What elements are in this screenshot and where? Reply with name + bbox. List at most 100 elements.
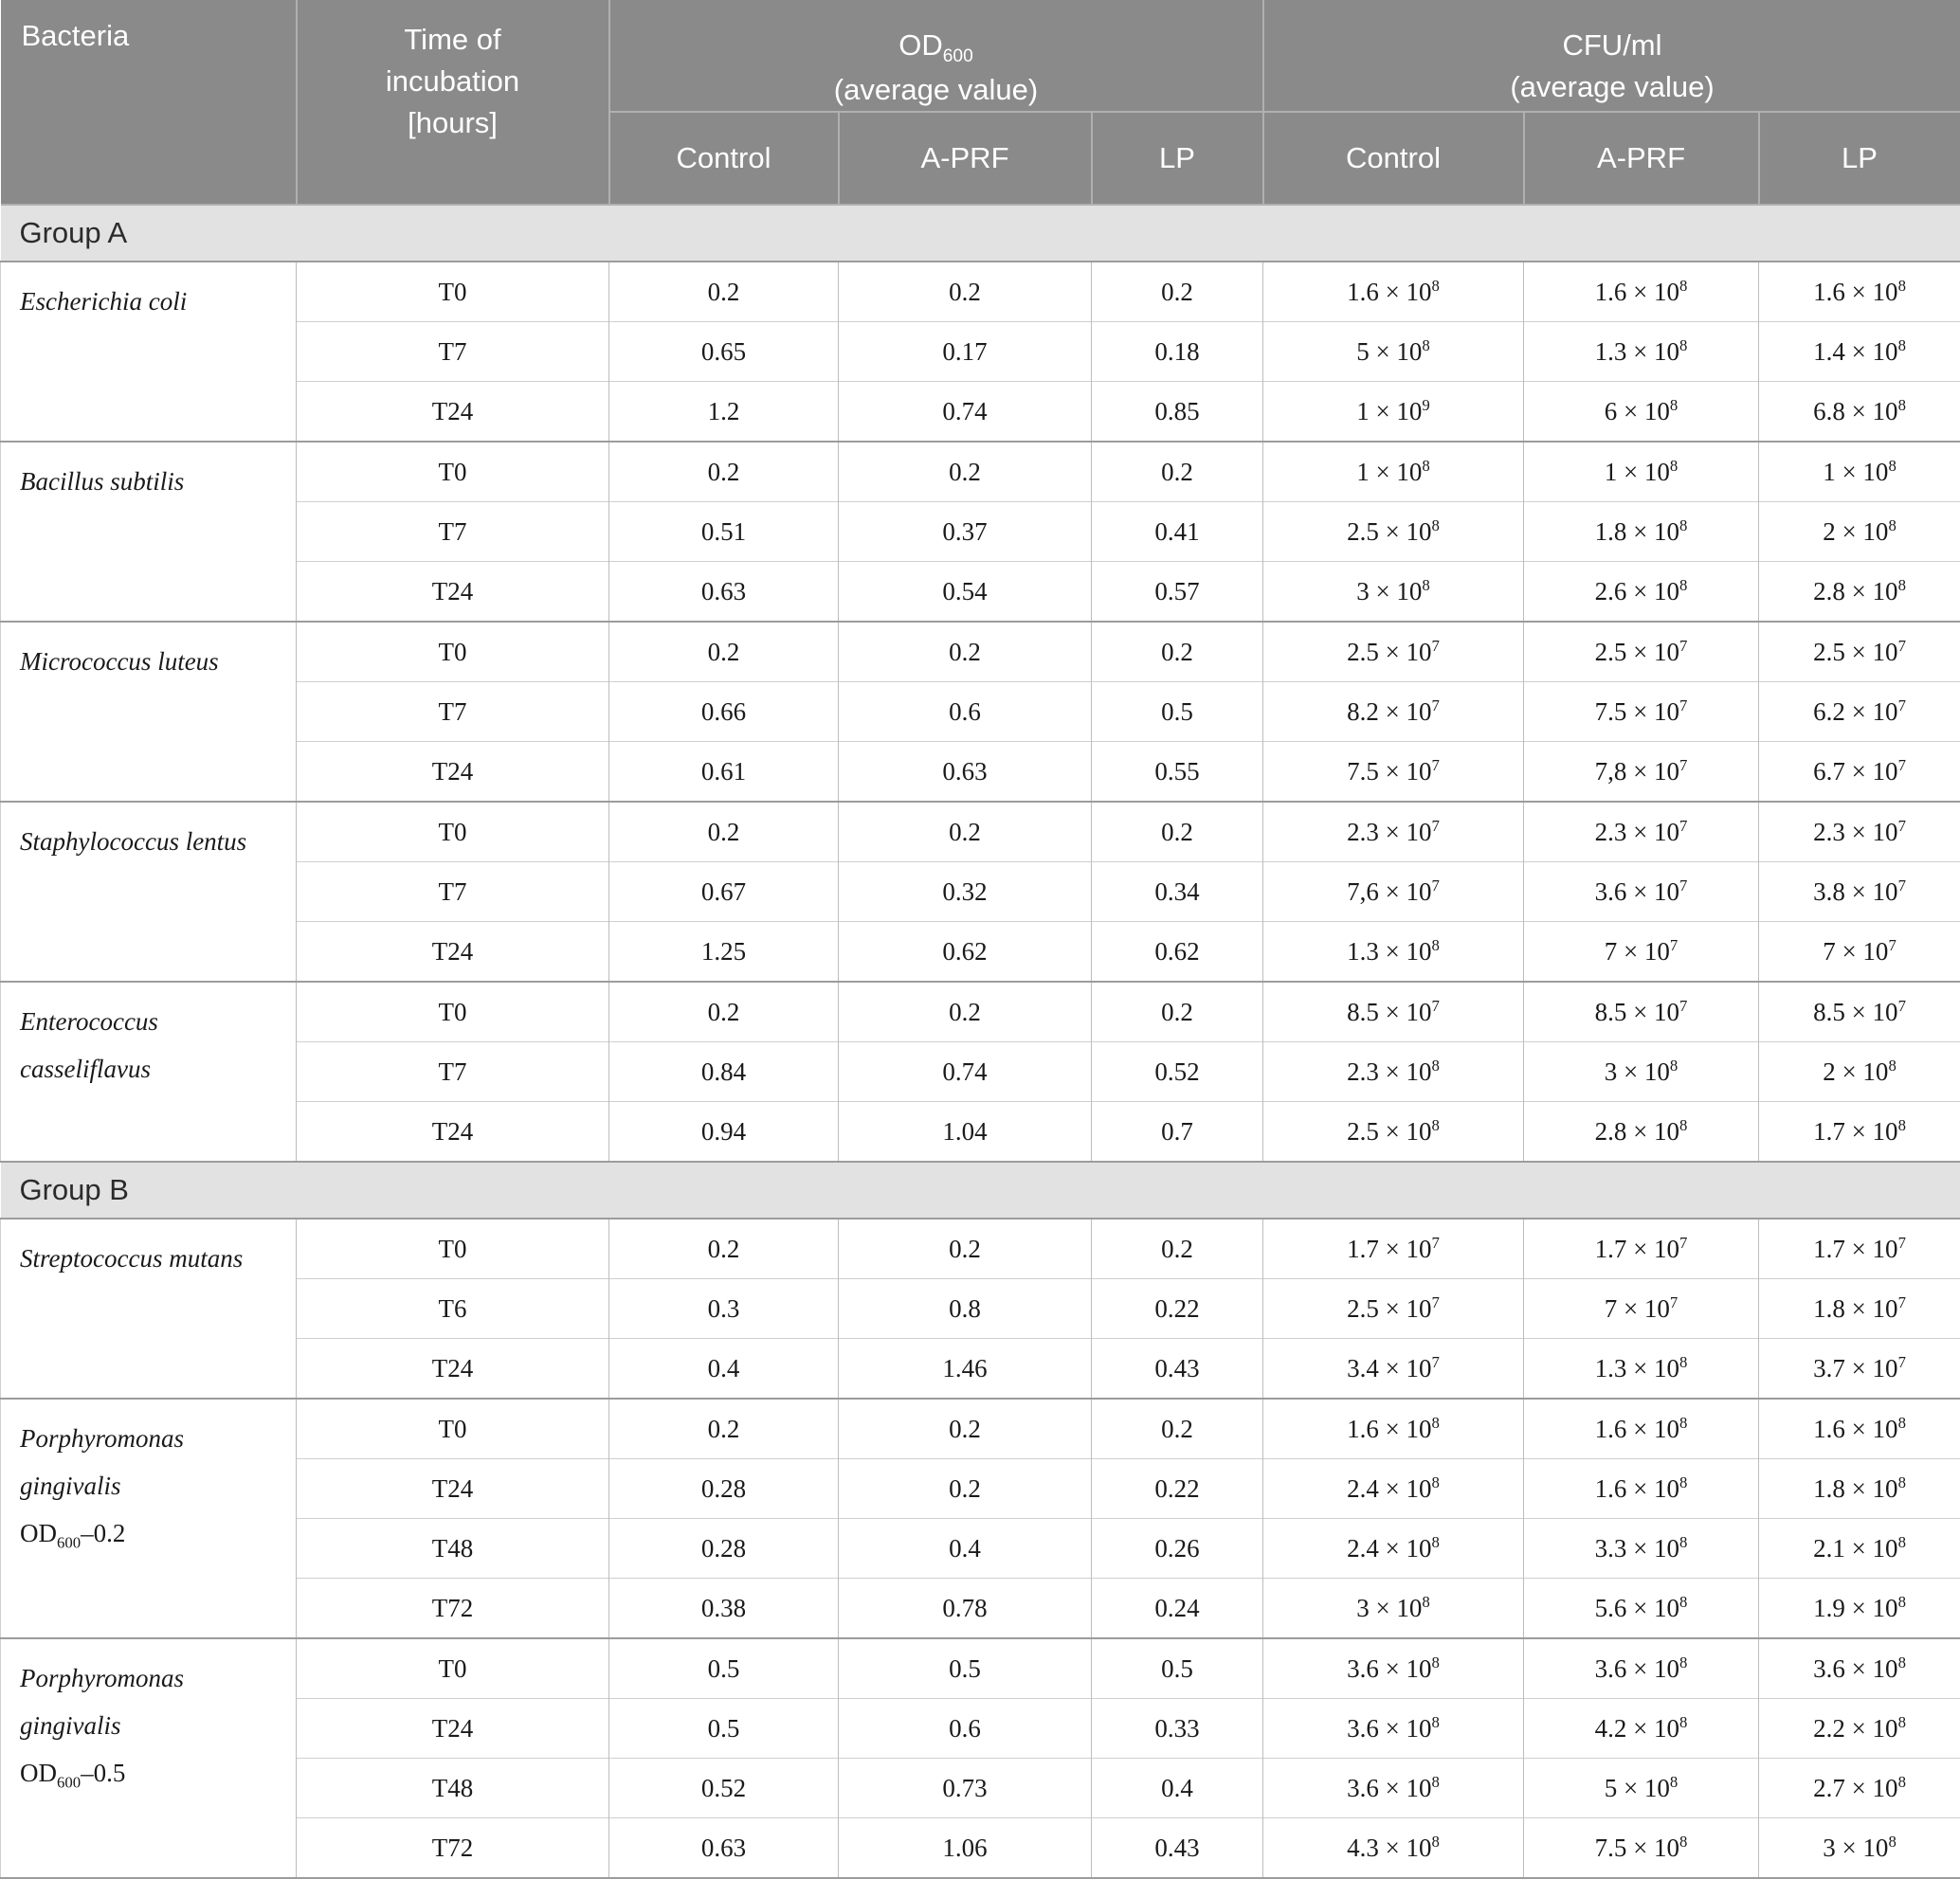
od-value-cell: 0.5 xyxy=(839,1638,1092,1699)
exponent: 8 xyxy=(1670,457,1678,475)
time-cell: T24 xyxy=(297,922,609,983)
time-cell: T6 xyxy=(297,1279,609,1339)
species-od-note: OD600–0.5 xyxy=(20,1749,286,1806)
od-value-cell: 0.18 xyxy=(1092,322,1263,382)
od-value-cell: 0.2 xyxy=(1092,262,1263,322)
exponent: 8 xyxy=(1679,1116,1687,1134)
cfu-value-cell: 7,8 × 107 xyxy=(1524,742,1759,803)
od-value-cell: 0.2 xyxy=(1092,1219,1263,1279)
time-cell: T0 xyxy=(297,802,609,862)
species-name-line: Streptococcus mutans xyxy=(20,1235,286,1282)
od-value-cell: 0.55 xyxy=(1092,742,1263,803)
cfu-value-cell: 1.6 × 108 xyxy=(1263,262,1524,322)
exponent: 8 xyxy=(1679,516,1687,534)
column-group-od600: OD600(average value) xyxy=(609,0,1263,112)
exponent: 8 xyxy=(1898,1713,1906,1731)
column-header-od-control: Control xyxy=(609,112,839,205)
exponent: 8 xyxy=(1898,1593,1906,1611)
exponent: 8 xyxy=(1422,1593,1429,1611)
exponent: 7 xyxy=(1679,876,1687,894)
species-od-note: OD600–0.2 xyxy=(20,1509,286,1566)
od-value-cell: 1.2 xyxy=(609,382,839,443)
time-cell: T0 xyxy=(297,262,609,322)
od-value-cell: 0.2 xyxy=(609,1399,839,1459)
cfu-value-cell: 8.5 × 107 xyxy=(1263,982,1524,1042)
cfu-value-cell: 1 × 109 xyxy=(1263,382,1524,443)
cfu-value-cell: 3.3 × 108 xyxy=(1524,1519,1759,1579)
od-value-cell: 0.52 xyxy=(1092,1042,1263,1102)
cfu-value-cell: 2.3 × 107 xyxy=(1524,802,1759,862)
time-cell: T48 xyxy=(297,1759,609,1818)
cfu-value-cell: 1.6 × 108 xyxy=(1524,262,1759,322)
od-value-cell: 0.2 xyxy=(1092,442,1263,502)
cfu-value-cell: 2.8 × 108 xyxy=(1759,562,1960,623)
od-value-cell: 0.2 xyxy=(839,1459,1092,1519)
exponent: 7 xyxy=(1679,817,1687,835)
cfu-value-cell: 2.8 × 108 xyxy=(1524,1102,1759,1163)
exponent: 8 xyxy=(1679,277,1687,295)
exponent: 8 xyxy=(1679,1713,1687,1731)
exponent: 8 xyxy=(1898,1116,1906,1134)
time-cell: T24 xyxy=(297,562,609,623)
od-value-cell: 0.2 xyxy=(609,982,839,1042)
time-cell: T24 xyxy=(297,742,609,803)
od-value-cell: 0.5 xyxy=(1092,682,1263,742)
column-header-od-a-prf: A-PRF xyxy=(839,112,1092,205)
od-value-cell: 0.85 xyxy=(1092,382,1263,443)
cfu-value-cell: 8.5 × 107 xyxy=(1759,982,1960,1042)
cfu-value-cell: 5 × 108 xyxy=(1263,322,1524,382)
species-name-line: Enterococcus xyxy=(20,998,286,1045)
cfu-value-cell: 2.4 × 108 xyxy=(1263,1459,1524,1519)
od-value-cell: 0.32 xyxy=(839,862,1092,922)
species-name: Staphylococcus lentus xyxy=(1,802,297,982)
cfu-value-cell: 2.4 × 108 xyxy=(1263,1519,1524,1579)
cfu-value-cell: 6.2 × 107 xyxy=(1759,682,1960,742)
cfu-value-cell: 2.5 × 108 xyxy=(1263,1102,1524,1163)
cfu-value-cell: 4.2 × 108 xyxy=(1524,1699,1759,1759)
exponent: 8 xyxy=(1888,1057,1896,1075)
time-cell: T0 xyxy=(297,982,609,1042)
time-cell: T0 xyxy=(297,1638,609,1699)
cfu-value-cell: 2.5 × 107 xyxy=(1759,622,1960,682)
cfu-value-cell: 7 × 107 xyxy=(1524,922,1759,983)
exponent: 7 xyxy=(1898,696,1906,714)
od-value-cell: 0.2 xyxy=(1092,622,1263,682)
cfu-value-cell: 2.7 × 108 xyxy=(1759,1759,1960,1818)
od-value-cell: 0.74 xyxy=(839,382,1092,443)
cfu-value-cell: 1.6 × 108 xyxy=(1759,1399,1960,1459)
exponent: 7 xyxy=(1898,637,1906,655)
species-name-line: Staphylococcus lentus xyxy=(20,818,286,865)
od-value-cell: 0.57 xyxy=(1092,562,1263,623)
exponent: 8 xyxy=(1670,1057,1678,1075)
cfu-value-cell: 3.6 × 108 xyxy=(1759,1638,1960,1699)
od-value-cell: 0.63 xyxy=(839,742,1092,803)
cfu-value-cell: 5 × 108 xyxy=(1524,1759,1759,1818)
exponent: 8 xyxy=(1679,1533,1687,1551)
od-value-cell: 0.6 xyxy=(839,682,1092,742)
cfu-value-cell: 3.6 × 108 xyxy=(1263,1699,1524,1759)
species-name: Micrococcus luteus xyxy=(1,622,297,802)
species-name-line: casseliflavus xyxy=(20,1045,286,1093)
species-name-line: Micrococcus luteus xyxy=(20,638,286,685)
exponent: 8 xyxy=(1432,1653,1440,1671)
od-value-cell: 0.7 xyxy=(1092,1102,1263,1163)
cfu-value-cell: 1.9 × 108 xyxy=(1759,1579,1960,1639)
exponent: 8 xyxy=(1888,516,1896,534)
exponent: 8 xyxy=(1432,936,1440,954)
exponent: 7 xyxy=(1679,637,1687,655)
od-value-cell: 0.62 xyxy=(1092,922,1263,983)
od-value-cell: 0.33 xyxy=(1092,1699,1263,1759)
cfu-value-cell: 1.3 × 108 xyxy=(1263,922,1524,983)
exponent: 8 xyxy=(1898,1653,1906,1671)
time-cell: T72 xyxy=(297,1818,609,1879)
exponent: 8 xyxy=(1432,1057,1440,1075)
exponent: 7 xyxy=(1898,817,1906,835)
exponent: 7 xyxy=(1679,756,1687,774)
exponent: 8 xyxy=(1679,1593,1687,1611)
